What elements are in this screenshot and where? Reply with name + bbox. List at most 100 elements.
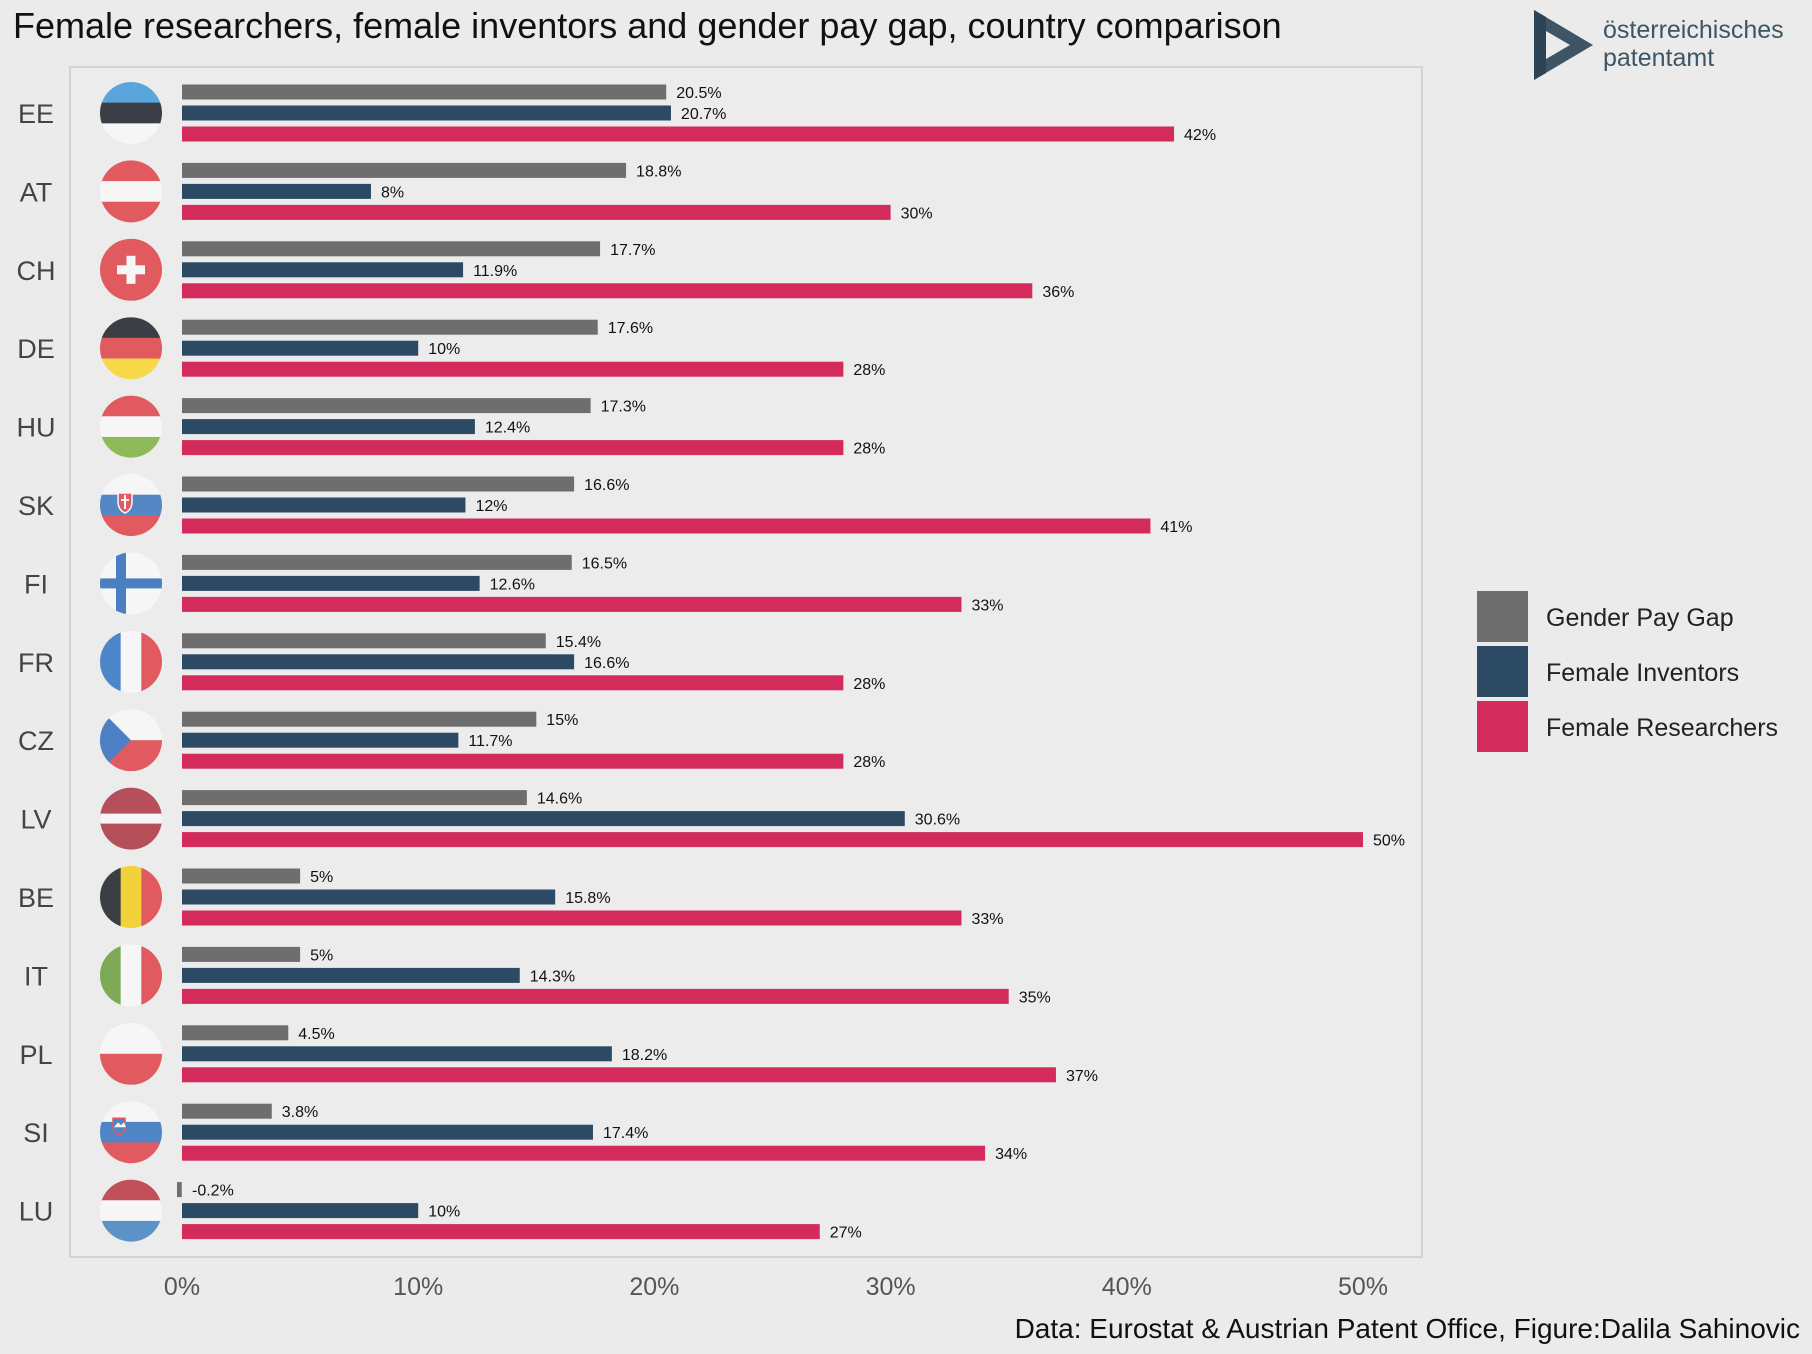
bar-gender-pay-gap-lv [182, 790, 527, 806]
data-label-gender-pay-gap-lu: -0.2% [192, 1183, 234, 1200]
bar-female-researchers-pl [182, 1067, 1056, 1083]
data-label-female-inventors-de: 10% [428, 341, 460, 358]
luxembourg-flag-icon [100, 1179, 162, 1242]
italy-flag-icon [100, 944, 162, 1007]
data-label-female-inventors-be: 15.8% [565, 890, 610, 907]
bar-gender-pay-gap-cz [182, 711, 537, 727]
bar-female-researchers-sk [182, 518, 1151, 534]
bar-female-researchers-lv [182, 832, 1363, 848]
category-label-pl: PL [19, 1040, 52, 1070]
bar-female-inventors-de [182, 340, 419, 356]
bar-gender-pay-gap-ee [182, 84, 667, 100]
bar-female-inventors-pl [182, 1046, 612, 1062]
bar-female-researchers-ch [182, 283, 1033, 299]
bar-gender-pay-gap-fi [182, 554, 572, 570]
data-label-gender-pay-gap-at: 18.8% [636, 163, 681, 180]
data-label-gender-pay-gap-si: 3.8% [282, 1104, 318, 1121]
data-label-female-researchers-cz: 28% [853, 754, 885, 771]
bar-female-inventors-lv [182, 811, 905, 827]
bar-female-inventors-sk [182, 497, 466, 513]
data-label-female-researchers-at: 30% [901, 205, 933, 222]
data-label-gender-pay-gap-it: 5% [310, 947, 333, 964]
x-tick-label: 50% [1338, 1273, 1388, 1301]
bar-gender-pay-gap-at [182, 162, 627, 178]
data-label-female-inventors-it: 14.3% [530, 968, 575, 985]
bar-female-inventors-at [182, 183, 371, 199]
bar-female-researchers-cz [182, 753, 844, 769]
legend-swatch-female-inventors [1477, 646, 1528, 697]
logo-line-1: österreichisches [1603, 16, 1784, 44]
germany-flag-icon [100, 317, 162, 380]
x-tick-label: 10% [393, 1273, 443, 1301]
bar-female-researchers-be [182, 910, 962, 926]
logo: österreichisches patentamt [1534, 10, 1784, 80]
data-label-female-inventors-at: 8% [381, 184, 404, 201]
bar-female-inventors-hu [182, 419, 475, 435]
legend-label-female-researchers: Female Researchers [1546, 714, 1778, 742]
bar-female-researchers-ee [182, 126, 1175, 142]
bar-female-researchers-fr [182, 675, 844, 691]
x-tick-label: 0% [164, 1273, 200, 1301]
data-label-female-researchers-sk: 41% [1160, 519, 1192, 536]
data-label-female-inventors-lv: 30.6% [915, 812, 960, 829]
chart-caption: Data: Eurostat & Austrian Patent Office,… [1015, 1313, 1800, 1344]
bar-gender-pay-gap-ch [182, 241, 601, 257]
bar-female-researchers-lu [182, 1224, 820, 1240]
legend-swatch-gender-pay-gap [1477, 591, 1528, 642]
bar-female-inventors-si [182, 1124, 593, 1140]
legend: Gender Pay Gap Female Inventors Female Res… [1477, 591, 1778, 752]
poland-flag-icon [100, 1022, 162, 1085]
data-label-gender-pay-gap-cz: 15% [546, 712, 578, 729]
legend-label-gender-pay-gap: Gender Pay Gap [1546, 604, 1734, 632]
category-label-lu: LU [19, 1197, 54, 1227]
bar-gender-pay-gap-de [182, 319, 598, 335]
category-label-ch: CH [17, 256, 56, 286]
legend-label-female-inventors: Female Inventors [1546, 659, 1739, 687]
data-label-female-inventors-lu: 10% [428, 1204, 460, 1221]
data-label-female-researchers-fr: 28% [853, 676, 885, 693]
bar-female-inventors-be [182, 889, 556, 905]
category-label-be: BE [18, 883, 54, 913]
bar-female-researchers-de [182, 361, 844, 377]
bar-female-inventors-cz [182, 732, 459, 748]
category-label-ee: EE [18, 99, 54, 129]
x-tick-label: 30% [866, 1273, 916, 1301]
bar-female-researchers-fi [182, 596, 962, 612]
category-label-fr: FR [18, 648, 54, 678]
data-label-gender-pay-gap-lv: 14.6% [537, 791, 582, 808]
czechia-flag-icon [100, 709, 162, 772]
category-label-it: IT [24, 961, 48, 991]
category-label-lv: LV [20, 805, 51, 835]
category-label-hu: HU [17, 413, 56, 443]
data-label-female-inventors-ch: 11.9% [473, 263, 517, 280]
bar-gender-pay-gap-hu [182, 398, 591, 414]
data-label-gender-pay-gap-fi: 16.5% [582, 555, 627, 572]
bar-female-inventors-lu [182, 1203, 419, 1219]
data-label-female-inventors-fi: 12.6% [490, 576, 535, 593]
data-label-gender-pay-gap-sk: 16.6% [584, 477, 629, 494]
bar-female-researchers-it [182, 988, 1009, 1004]
data-label-female-researchers-pl: 37% [1066, 1068, 1098, 1085]
data-label-female-researchers-fi: 33% [971, 597, 1003, 614]
bar-female-inventors-ch [182, 262, 464, 278]
data-label-female-researchers-si: 34% [995, 1146, 1027, 1163]
slovenia-flag-icon [100, 1101, 162, 1164]
category-label-at: AT [20, 177, 53, 207]
finland-flag-icon [100, 552, 162, 615]
bar-female-inventors-it [182, 967, 520, 983]
belgium-flag-icon [100, 866, 162, 928]
category-label-si: SI [23, 1118, 49, 1148]
data-label-gender-pay-gap-fr: 15.4% [556, 634, 601, 651]
data-label-female-inventors-pl: 18.2% [622, 1047, 667, 1064]
bar-female-researchers-at [182, 204, 891, 220]
data-label-female-researchers-be: 33% [971, 911, 1003, 928]
category-label-cz: CZ [18, 726, 54, 756]
bar-female-researchers-si [182, 1145, 986, 1161]
bar-gender-pay-gap-sk [182, 476, 575, 492]
estonia-flag-icon [100, 82, 162, 144]
data-label-female-researchers-ch: 36% [1042, 284, 1074, 301]
category-label-sk: SK [18, 491, 54, 521]
data-label-female-inventors-fr: 16.6% [584, 655, 629, 672]
bars [177, 84, 1363, 1240]
logo-line-2: patentamt [1603, 44, 1714, 72]
